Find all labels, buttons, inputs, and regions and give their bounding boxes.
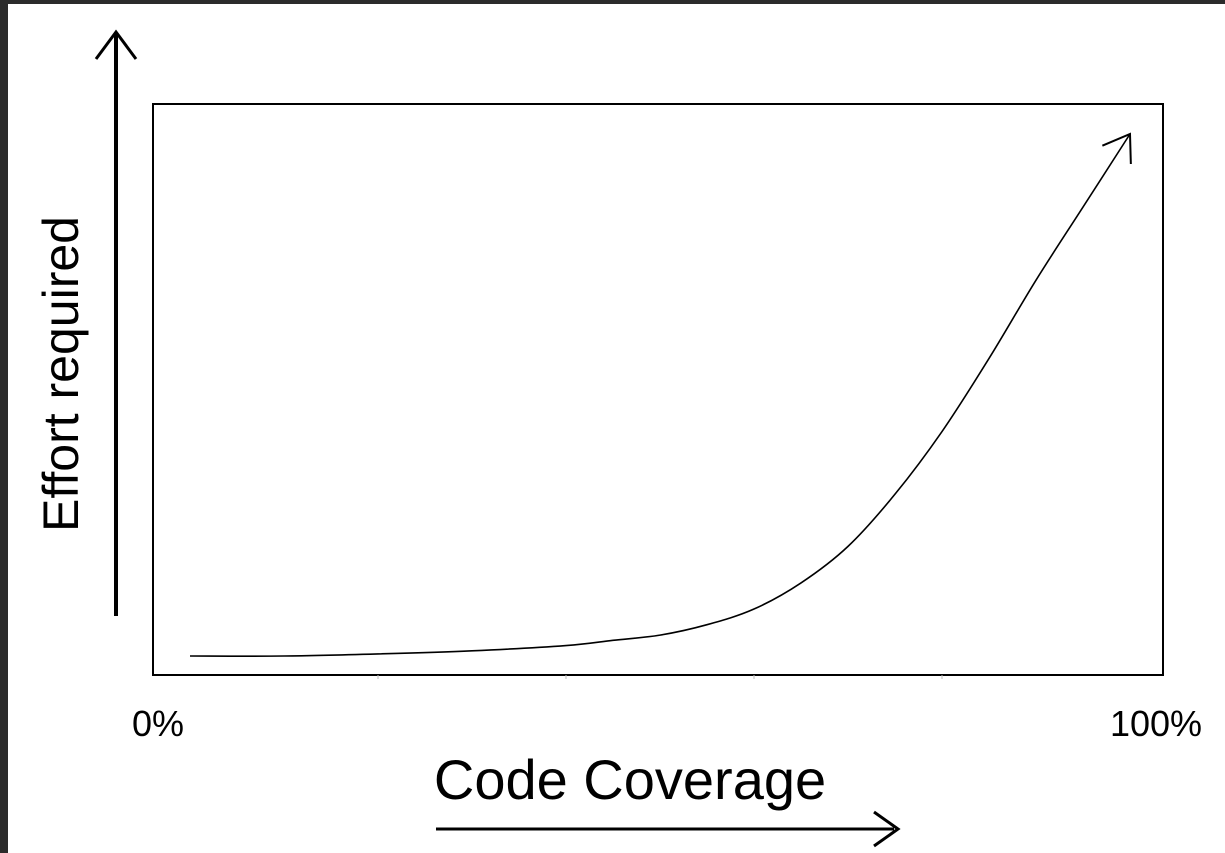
x-minor-ticks: [377, 675, 943, 679]
effort-coverage-chart: Effort required Code Coverage 0% 100%: [33, 29, 1202, 848]
y-axis-label: Effort required: [33, 216, 89, 532]
plot-frame: [152, 103, 1164, 676]
series-arrowhead: [1101, 132, 1132, 165]
x-axis-label: Code Coverage: [434, 748, 826, 811]
x-tick-label-end: 100%: [1110, 703, 1202, 744]
x-tick-label-start: 0%: [132, 703, 184, 744]
x-axis-arrowhead: [873, 810, 901, 848]
series-line: [189, 133, 1131, 657]
y-axis-arrowhead: [94, 29, 138, 60]
chart-canvas: Effort required Code Coverage 0% 100%: [8, 4, 1225, 853]
